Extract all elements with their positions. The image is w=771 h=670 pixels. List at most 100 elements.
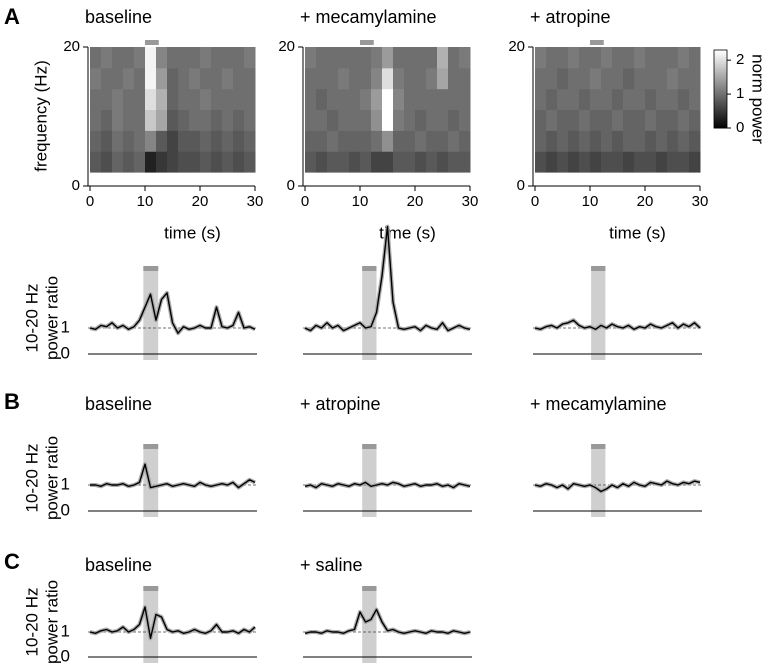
heatmap-cell — [678, 151, 690, 173]
panel-title: + atropine — [300, 394, 381, 414]
heatmap-cell — [557, 88, 569, 111]
heatmap-cell — [579, 88, 591, 111]
heatmap-cell — [634, 130, 646, 152]
colorbar-step — [714, 53, 727, 57]
heatmap-cell — [123, 47, 135, 69]
colorbar-step — [714, 69, 727, 72]
stimulus-marker — [362, 266, 377, 271]
heatmap-cell — [623, 151, 635, 173]
heatmap-cell — [535, 130, 547, 152]
heatmap-cell — [145, 151, 157, 173]
heatmap-cell — [568, 67, 580, 90]
colorbar-step — [714, 126, 727, 129]
heatmap-cell — [634, 67, 646, 90]
heatmap-cell — [189, 67, 201, 90]
y-tick-label: 20 — [63, 38, 80, 55]
heatmap-cell — [426, 88, 438, 111]
heatmap-cell — [448, 88, 460, 111]
heatmap-cell — [316, 151, 328, 173]
colorbar-step — [714, 55, 727, 59]
heatmap-cell — [134, 130, 146, 152]
heatmap-cell — [233, 151, 245, 173]
heatmap-cell — [178, 88, 190, 111]
heatmap-cell — [178, 47, 190, 69]
colorbar-tick-label: 2 — [736, 51, 744, 68]
x-tick-label: 0 — [86, 193, 94, 210]
heatmap-cell — [415, 47, 427, 69]
colorbar-tick-label: 0 — [736, 119, 744, 136]
trace — [304, 608, 471, 634]
heatmap-cell — [667, 67, 679, 90]
heatmap-cell — [645, 151, 657, 173]
heatmap-cell — [327, 47, 339, 69]
heatmap-cell — [349, 109, 361, 131]
heatmap-cell — [305, 47, 317, 69]
heatmap-cell — [178, 67, 190, 90]
heatmap-cell — [404, 151, 416, 173]
heatmap-cell — [371, 88, 383, 111]
heatmap-cell — [404, 47, 416, 69]
colorbar-step — [714, 90, 727, 94]
heatmap-cell — [112, 47, 124, 69]
stimulus-band — [591, 444, 606, 517]
y-tick-label: 0 — [61, 343, 70, 362]
stimulus-band — [362, 266, 377, 360]
x-tick-label: 20 — [407, 193, 424, 210]
heatmap-cell — [459, 109, 471, 131]
heatmap-cell — [338, 130, 350, 152]
x-axis-label: time (s) — [609, 223, 666, 242]
y-axis-label: 10-20 Hz — [22, 588, 41, 657]
heatmap-cell — [338, 88, 350, 111]
heatmap-cell — [667, 109, 679, 131]
y-tick-label: 0 — [61, 646, 70, 665]
heatmap-cell — [667, 130, 679, 152]
panel-title: baseline — [85, 394, 152, 414]
panel-title: + mecamylamine — [530, 394, 667, 414]
heatmap-cell — [612, 47, 624, 69]
heatmap-cell — [459, 47, 471, 69]
heatmap-cell — [156, 130, 168, 152]
y-tick-label: 1 — [61, 317, 70, 336]
heatmap-cell — [167, 109, 179, 131]
heatmap-cell — [404, 109, 416, 131]
panel-title: baseline — [85, 555, 152, 575]
heatmap-cell — [623, 47, 635, 69]
stimulus-marker — [360, 40, 374, 45]
colorbar-label: norm power — [749, 54, 768, 144]
heatmap-cell — [244, 109, 256, 131]
heatmap-cell — [689, 88, 701, 111]
y-tick-label: 0 — [72, 177, 80, 194]
heatmap-cell — [189, 130, 201, 152]
heatmap-cell — [222, 67, 234, 90]
y-tick-label: 1 — [61, 474, 70, 493]
heatmap-cell — [689, 151, 701, 173]
stimulus-marker — [145, 40, 159, 45]
heatmap-cell — [371, 130, 383, 152]
heatmap-cell — [656, 47, 668, 69]
heatmap-cell — [601, 109, 613, 131]
heatmap-cell — [678, 109, 690, 131]
heatmap-cell — [360, 151, 372, 173]
heatmap-cell — [634, 47, 646, 69]
colorbar-step — [714, 100, 727, 104]
y-tick-label: 20 — [278, 38, 295, 55]
heatmap-cell — [244, 88, 256, 111]
colorbar-step — [714, 116, 727, 119]
heatmap-cell — [437, 88, 449, 111]
stimulus-marker — [590, 40, 604, 45]
heatmap-cell — [134, 47, 146, 69]
heatmap-cell — [360, 109, 372, 131]
heatmap-cell — [568, 151, 580, 173]
panel-letter: C — [4, 549, 20, 574]
heatmap-cell — [123, 88, 135, 111]
stimulus-marker — [143, 444, 159, 449]
colorbar-step — [714, 85, 727, 88]
heatmap-cell — [393, 151, 405, 173]
heatmap-cell — [233, 67, 245, 90]
heatmap-cell — [101, 67, 113, 90]
y-axis-label: power ratio — [42, 436, 61, 520]
heatmap-cell — [415, 130, 427, 152]
colorbar-step — [714, 118, 727, 121]
heatmap-cell — [678, 130, 690, 152]
